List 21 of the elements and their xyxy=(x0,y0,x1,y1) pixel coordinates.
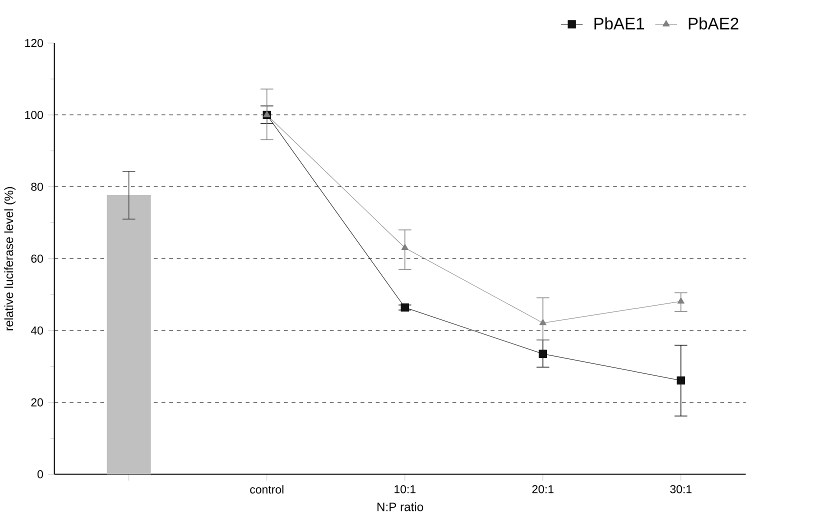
point xyxy=(676,376,685,385)
x-axis-title: N:P ratio xyxy=(377,502,424,512)
x-tick-label: 10:1 xyxy=(394,485,416,494)
y-tick-label: 40 xyxy=(30,326,44,335)
point xyxy=(539,318,546,326)
y-axis-title: relative luciferase level (%) xyxy=(4,187,16,330)
y-tick-label: 80 xyxy=(31,182,44,191)
point xyxy=(677,297,684,304)
y-tick-label: 100 xyxy=(25,110,44,120)
x-tick-label: control xyxy=(250,485,284,494)
point xyxy=(401,244,408,250)
y-tick-label: 60 xyxy=(31,254,44,263)
y-tick-label: 20 xyxy=(31,398,44,407)
legend-label: PbAE1 xyxy=(594,17,644,30)
x-tick-label: 30:1 xyxy=(670,485,692,494)
point xyxy=(538,350,547,358)
x-tick-label: 20:1 xyxy=(532,485,554,494)
y-tick-label: 0 xyxy=(38,470,44,478)
point xyxy=(400,303,409,312)
y-tick-label: 120 xyxy=(25,39,44,48)
legend-label: PbAE2 xyxy=(688,17,738,30)
